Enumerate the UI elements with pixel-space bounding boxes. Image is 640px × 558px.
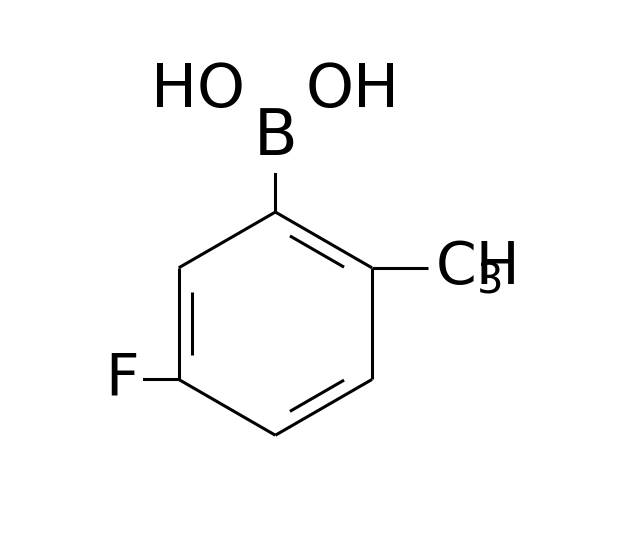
Text: OH: OH xyxy=(306,60,400,119)
Text: B: B xyxy=(253,105,297,168)
Text: F: F xyxy=(105,351,139,408)
Text: CH: CH xyxy=(436,239,521,296)
Text: HO: HO xyxy=(151,60,245,119)
Text: 3: 3 xyxy=(477,261,504,303)
